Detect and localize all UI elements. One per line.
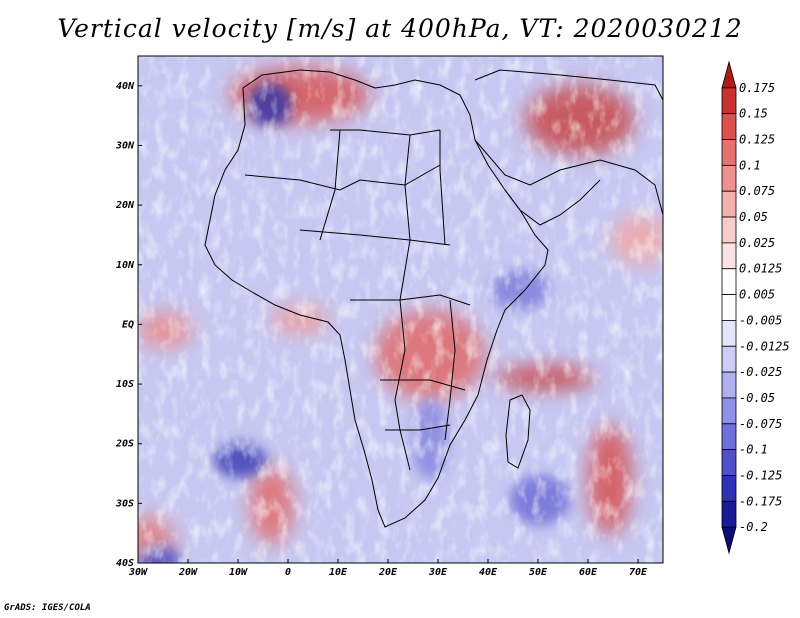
- colorbar-label: -0.0125: [739, 339, 790, 353]
- colorbar-label: 0.05: [739, 210, 768, 224]
- colorbar-label: 0.15: [739, 107, 768, 121]
- colorbar-swatch: [721, 60, 737, 89]
- lon-tick-label: 20W: [178, 567, 198, 578]
- colorbar-swatch: [721, 242, 737, 270]
- colorbar-label: 0.075: [739, 184, 775, 198]
- coastlines: [204, 69, 663, 528]
- colorbar-swatch: [721, 320, 737, 347]
- lon-tick-label: 60E: [579, 567, 598, 578]
- colorbar-label: -0.025: [739, 365, 782, 379]
- field-layer: [138, 56, 663, 563]
- lat-tick-label: 20N: [115, 200, 135, 211]
- colorbar-label: -0.125: [739, 468, 782, 482]
- colorbar-label: 0.025: [739, 236, 775, 250]
- footer-credit: GrADS: IGES/COLA: [4, 603, 91, 613]
- map-title: Vertical velocity [m/s] at 400hPa, VT: 2…: [57, 14, 743, 43]
- colorbar-swatch: [721, 345, 737, 373]
- colorbar-swatch: [721, 449, 737, 476]
- colorbar-swatch: [721, 500, 737, 528]
- colorbar-swatch: [721, 216, 737, 244]
- colorbar-swatch: [721, 423, 737, 451]
- lon-tick-label: 70E: [629, 567, 648, 578]
- lat-tick-label: 40N: [116, 81, 135, 92]
- colorbar-label: -0.2: [739, 520, 768, 534]
- colorbar-label: -0.05: [739, 391, 775, 405]
- colorbar-swatch: [721, 526, 737, 555]
- colorbar-swatch: [721, 190, 737, 218]
- colorbar-label: -0.005: [739, 313, 782, 327]
- colorbar-swatch: [721, 294, 737, 321]
- lon-tick-label: 50E: [529, 567, 548, 578]
- lon-tick-label: 10E: [329, 567, 348, 578]
- lat-tick-label: 10N: [116, 260, 135, 271]
- colorbar-swatch: [721, 397, 737, 425]
- colorbar-swatch: [721, 475, 737, 502]
- lon-tick-label: 30E: [428, 567, 448, 578]
- colorbar-label: -0.1: [739, 443, 768, 457]
- colorbar-label: 0.1: [739, 158, 761, 172]
- lat-tick-label: 30N: [115, 140, 135, 151]
- colorbar-label: 0.0125: [739, 262, 782, 276]
- lat-tick-label: 10S: [116, 379, 134, 390]
- colorbar-swatch: [721, 113, 737, 140]
- lat-tick-label: 20S: [115, 439, 134, 450]
- colorbar-swatch: [721, 371, 737, 399]
- colorbar-swatch: [721, 164, 737, 192]
- lon-tick-label: 40E: [479, 567, 498, 578]
- colorbar: 0.175 0.15 0.125 0.1 0.075 0.05 0.025 0.0125 0.0…: [721, 60, 790, 555]
- colorbar-label: -0.175: [739, 494, 782, 508]
- lon-tick-label: 0: [285, 567, 291, 578]
- colorbar-label: 0.125: [739, 133, 775, 147]
- plot-frame: [137, 55, 664, 564]
- colorbar-swatch: [721, 139, 737, 166]
- colorbar-swatch: [721, 87, 737, 115]
- lat-tick-label: EQ: [122, 319, 134, 330]
- longitude-axis: 30W 20W 10W 0 10E 20E 30E 40E 50E 60E 70E: [128, 559, 648, 578]
- colorbar-label: 0.005: [739, 288, 775, 302]
- colorbar-label: -0.075: [739, 417, 782, 431]
- lat-tick-label: 40S: [116, 558, 134, 569]
- colorbar-label: 0.175: [739, 81, 775, 95]
- latitude-axis: 40N 30N 20N 10N EQ 10S 20S 30S 40S: [115, 81, 142, 569]
- lon-tick-label: 10W: [229, 567, 248, 578]
- lat-tick-label: 30S: [115, 498, 134, 509]
- lon-tick-label: 30W: [128, 567, 148, 578]
- colorbar-swatch: [721, 268, 737, 295]
- lon-tick-label: 20E: [378, 567, 398, 578]
